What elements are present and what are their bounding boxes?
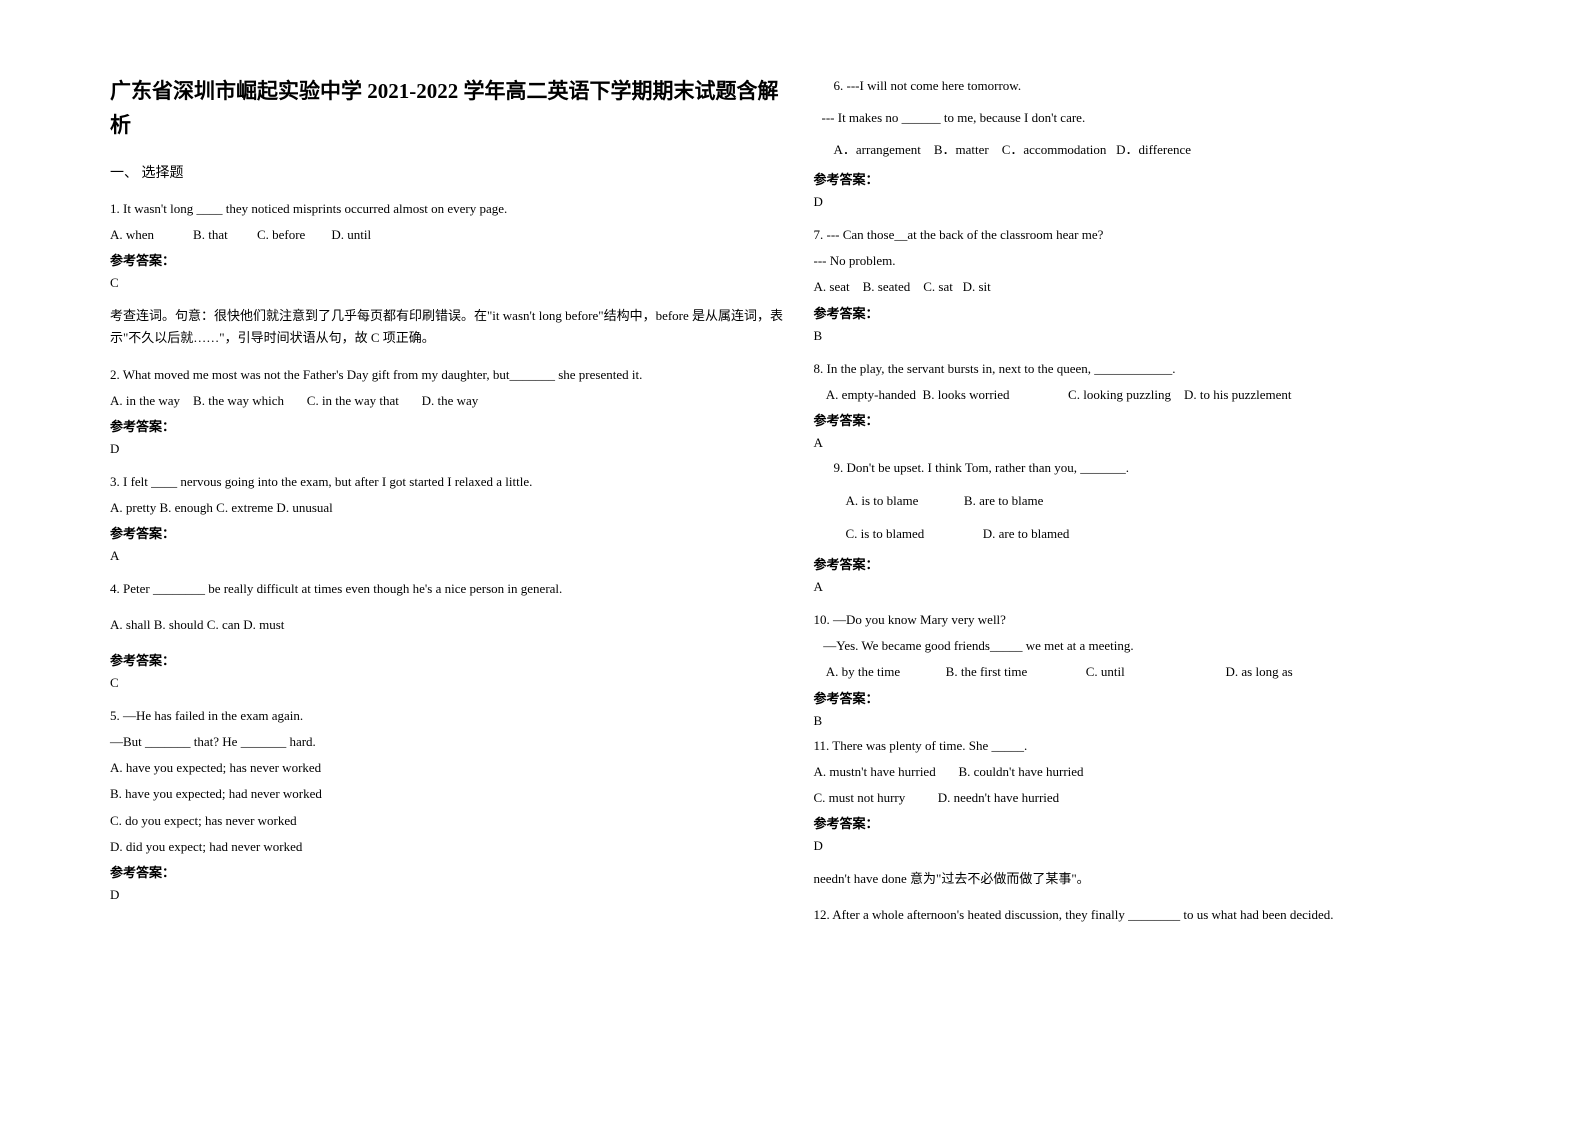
right-column: 6. ---I will not come here tomorrow. ---… [799,75,1503,1082]
question-6: 6. ---I will not come here tomorrow. ---… [814,75,1488,210]
question-9: 9. Don't be upset. I think Tom, rather t… [814,457,1488,595]
q5-opt-c: C. do you expect; has never worked [110,810,784,832]
q5-answer: D [110,887,784,903]
question-12: 12. After a whole afternoon's heated dis… [814,904,1488,926]
q11-answer-label: 参考答案： [814,813,1488,832]
q2-answer-label: 参考答案： [110,416,784,435]
q4-options: A. shall B. should C. can D. must [110,614,784,636]
q3-options: A. pretty B. enough C. extreme D. unusua… [110,497,784,519]
q10-options: A. by the time B. the first time C. unti… [814,661,1488,683]
q2-options: A. in the way B. the way which C. in the… [110,390,784,412]
q3-answer: A [110,548,784,564]
q5-text2: —But _______ that? He _______ hard. [110,731,784,753]
question-8: 8. In the play, the servant bursts in, n… [814,358,1488,451]
document-title: 广东省深圳市崛起实验中学 2021-2022 学年高二英语下学期期末试题含解析 [110,75,784,142]
question-4: 4. Peter ________ be really difficult at… [110,578,784,691]
q6-text: 6. ---I will not come here tomorrow. [814,75,1488,97]
q5-opt-d: D. did you expect; had never worked [110,836,784,858]
q1-explanation: 考查连词。句意：很快他们就注意到了几乎每页都有印刷错误。在"it wasn't … [110,305,784,349]
question-1: 1. It wasn't long ____ they noticed misp… [110,198,784,349]
q2-text: 2. What moved me most was not the Father… [110,364,784,386]
q9-opt-ab: A. is to blame B. are to blame [814,489,1488,514]
q1-answer: C [110,275,784,291]
q8-text: 8. In the play, the servant bursts in, n… [814,358,1488,380]
q8-answer-label: 参考答案： [814,410,1488,429]
question-7: 7. --- Can those__at the back of the cla… [814,224,1488,343]
q11-opt-ab: A. mustn't have hurried B. couldn't have… [814,761,1488,783]
q5-opt-b: B. have you expected; had never worked [110,783,784,805]
q3-text: 3. I felt ____ nervous going into the ex… [110,471,784,493]
q10-answer-label: 参考答案： [814,688,1488,707]
q11-opt-cd: C. must not hurry D. needn't have hurrie… [814,787,1488,809]
section-title: 一、 选择题 [110,162,784,182]
q6-text2: --- It makes no ______ to me, because I … [814,107,1488,129]
q9-text: 9. Don't be upset. I think Tom, rather t… [814,457,1488,479]
q7-answer: B [814,328,1488,344]
q4-answer: C [110,675,784,691]
q9-opt-cd: C. is to blamed D. are to blamed [814,522,1488,547]
q11-explanation: needn't have done 意为"过去不必做而做了某事"。 [814,868,1488,890]
q11-answer: D [814,838,1488,854]
question-10: 10. —Do you know Mary very well? —Yes. W… [814,609,1488,728]
left-column: 广东省深圳市崛起实验中学 2021-2022 学年高二英语下学期期末试题含解析 … [95,75,799,1082]
q5-answer-label: 参考答案： [110,862,784,881]
q10-text: 10. —Do you know Mary very well? [814,609,1488,631]
q4-answer-label: 参考答案： [110,650,784,669]
q10-text2: —Yes. We became good friends_____ we met… [814,635,1488,657]
q11-text: 11. There was plenty of time. She _____. [814,735,1488,757]
q7-text: 7. --- Can those__at the back of the cla… [814,224,1488,246]
q6-answer: D [814,194,1488,210]
q6-answer-label: 参考答案： [814,169,1488,188]
q7-options: A. seat B. seated C. sat D. sit [814,276,1488,298]
q4-text: 4. Peter ________ be really difficult at… [110,578,784,600]
question-11: 11. There was plenty of time. She _____.… [814,735,1488,890]
q5-text: 5. —He has failed in the exam again. [110,705,784,727]
q5-opt-a: A. have you expected; has never worked [110,757,784,779]
q9-answer: A [814,579,1488,595]
q7-text2: --- No problem. [814,250,1488,272]
q8-answer: A [814,435,1488,451]
q1-answer-label: 参考答案： [110,250,784,269]
q12-text: 12. After a whole afternoon's heated dis… [814,904,1488,926]
question-5: 5. —He has failed in the exam again. —Bu… [110,705,784,903]
q3-answer-label: 参考答案： [110,523,784,542]
q10-answer: B [814,713,1488,729]
q9-answer-label: 参考答案： [814,554,1488,573]
q1-options: A. when B. that C. before D. until [110,224,784,246]
q2-answer: D [110,441,784,457]
q8-options: A. empty-handed B. looks worried C. look… [814,384,1488,406]
q7-answer-label: 参考答案： [814,303,1488,322]
question-3: 3. I felt ____ nervous going into the ex… [110,471,784,564]
q1-text: 1. It wasn't long ____ they noticed misp… [110,198,784,220]
q6-options: A．arrangement B．matter C．accommodation D… [814,139,1488,161]
question-2: 2. What moved me most was not the Father… [110,364,784,457]
